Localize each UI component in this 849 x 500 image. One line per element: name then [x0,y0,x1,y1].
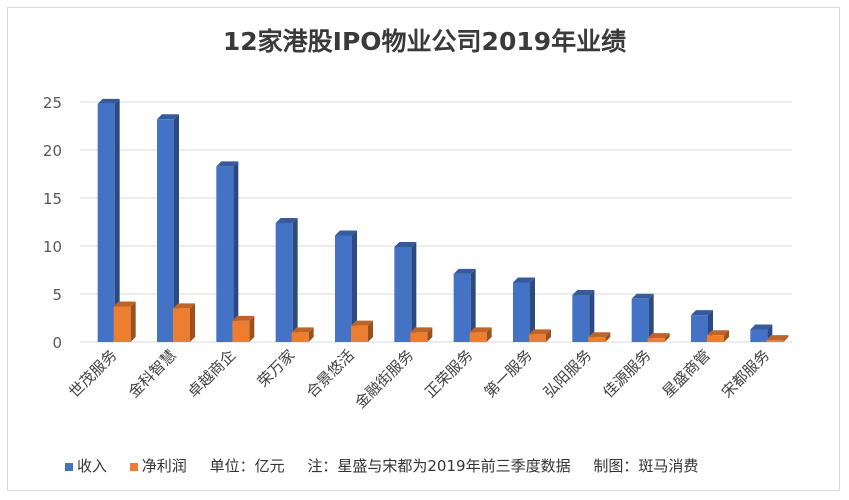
bar-revenue [394,241,417,342]
x-tick-label: 第一服务 [481,346,536,401]
bar-profit [351,320,373,342]
x-tick-label: 卓越商企 [184,346,239,401]
x-tick-label: 弘阳服务 [540,346,595,401]
bar-revenue [97,98,120,342]
x-tick-label: 世茂服务 [65,346,120,401]
y-tick-label: 5 [52,286,62,304]
bar-profit [469,327,492,342]
x-tick-label: 星盛商管 [659,346,714,401]
bar-revenue [572,289,595,342]
bar-profit [291,327,314,342]
unit-note: 单位：亿元 [209,457,285,475]
bar-profit [173,303,195,342]
legend-swatch-profit [129,462,138,471]
x-tick-label: 佳源服务 [599,346,654,401]
bar-revenue [157,114,179,342]
bar-profit [766,335,789,342]
x-tick-label: 合景悠活 [303,346,358,401]
bar-profit [707,330,729,342]
bar-revenue [216,161,239,342]
legend-label-profit: 净利润 [141,457,187,475]
legend: 收入 净利润 单位：亿元 注：星盛与宋都为2019年前三季度数据 制图：斑马消费 [65,455,716,476]
remark-note: 注：星盛与宋都为2019年前三季度数据 [307,457,571,475]
bar-profit [647,333,670,342]
x-tick-label: 金科智慧 [125,346,180,401]
bar-revenue [453,268,476,342]
legend-item-profit: 净利润 [129,457,187,475]
x-tick-label: 金融街服务 [351,346,417,412]
y-tick-label: 15 [43,190,62,208]
x-tick-label: 正荣服务 [421,346,476,401]
bar-revenue [513,277,535,342]
y-tick-label: 0 [52,334,62,352]
bar-revenue [335,230,357,342]
bar-revenue [631,293,654,342]
bar-profit [529,329,551,342]
y-tick-label: 25 [43,94,62,112]
chart-title: 12家港股IPO物业公司2019年业绩 [222,27,627,56]
legend-item-revenue: 收入 [65,457,107,475]
bar-profit [588,332,611,342]
x-tick-label: 宋都服务 [718,346,773,401]
bar-profit [232,315,255,342]
x-tick-label: 荣万家 [254,346,299,391]
credit-note: 制图：斑马消费 [593,457,699,475]
bar-profit [113,301,136,342]
legend-label-revenue: 收入 [77,457,108,475]
legend-swatch-revenue [65,462,73,471]
bar-profit [410,327,433,342]
bar-revenue [275,217,298,342]
y-tick-label: 10 [43,238,62,256]
y-tick-label: 20 [43,142,62,160]
chart-frame [7,7,840,491]
